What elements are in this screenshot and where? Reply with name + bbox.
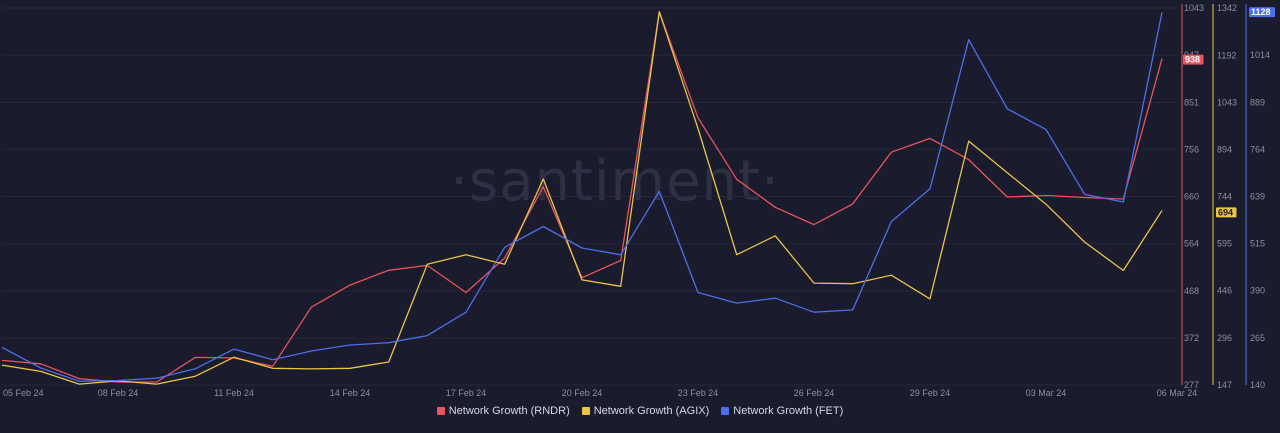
legend-swatch-agix: [581, 407, 590, 415]
x-tick-2: 11 Feb 24: [214, 388, 254, 398]
y-tick-agix-2: 446: [1217, 286, 1232, 296]
y-tick-agix-3: 595: [1217, 239, 1232, 249]
y-tick-rndr-2: 468: [1184, 286, 1199, 296]
legend-swatch-rndr: [436, 407, 445, 415]
y-tick-fet-5: 764: [1250, 145, 1265, 155]
x-tick-8: 29 Feb 24: [910, 388, 951, 398]
y-tick-agix-8: 1342: [1217, 3, 1237, 13]
y-tick-rndr-6: 851: [1184, 97, 1199, 107]
chart-plot-area: ·santiment· 2773724685646607568519471043…: [1, 3, 1275, 398]
legend-swatch-fet: [721, 407, 730, 415]
legend-item-fet[interactable]: Network Growth (FET): [721, 405, 843, 417]
y-axes: 2773724685646607568519471043938147296446…: [1181, 3, 1275, 390]
y-tick-agix-4: 744: [1217, 192, 1232, 202]
chart-legend: Network Growth (RNDR) Network Growth (AG…: [0, 405, 1280, 417]
y-tick-agix-6: 1043: [1217, 97, 1237, 107]
x-tick-4: 17 Feb 24: [446, 388, 487, 398]
y-tick-fet-4: 639: [1250, 192, 1265, 202]
y-tick-rndr-1: 372: [1184, 333, 1199, 343]
y-tick-fet-0: 140: [1250, 380, 1265, 390]
x-tick-5: 20 Feb 24: [562, 388, 603, 398]
last-value-badge-rndr: [1183, 54, 1204, 65]
last-value-badge-agix: [1216, 207, 1237, 218]
legend-item-rndr[interactable]: Network Growth (RNDR): [436, 405, 570, 417]
y-tick-fet-1: 265: [1250, 333, 1265, 343]
y-tick-agix-0: 147: [1217, 380, 1232, 390]
series-line-rndr: [1, 11, 1163, 383]
y-tick-agix-1: 296: [1217, 333, 1232, 343]
x-axis-ticks: 05 Feb 24 08 Feb 24 11 Feb 24 14 Feb 24 17 F…: [3, 388, 1197, 398]
y-tick-rndr-0: 277: [1184, 380, 1199, 390]
grid-lines: [2, 7, 1178, 386]
series-lines: [1, 11, 1163, 385]
y-tick-agix-7: 1192: [1217, 50, 1236, 60]
last-value-badge-fet: [1249, 7, 1275, 18]
x-tick-3: 14 Feb 24: [330, 388, 371, 398]
x-tick-10: 06 Mar 24: [1157, 388, 1198, 398]
series-line-fet: [1, 12, 1163, 382]
series-line-agix: [1, 11, 1163, 385]
y-tick-fet-6: 889: [1250, 97, 1265, 107]
last-value-text-fet: 1128: [1251, 7, 1271, 17]
y-tick-rndr-3: 564: [1184, 239, 1199, 249]
legend-item-agix[interactable]: Network Growth (AGIX): [581, 405, 710, 417]
legend-label-fet: Network Growth (FET): [733, 405, 844, 417]
y-tick-fet-7: 1014: [1250, 50, 1270, 60]
x-tick-0: 05 Feb 24: [3, 388, 44, 398]
y-tick-agix-5: 894: [1217, 144, 1232, 154]
legend-label-rndr: Network Growth (RNDR): [448, 405, 570, 417]
y-tick-rndr-5: 756: [1184, 144, 1199, 154]
x-tick-6: 23 Feb 24: [678, 388, 719, 398]
legend-label-agix: Network Growth (AGIX): [593, 405, 710, 417]
x-tick-7: 26 Feb 24: [794, 388, 835, 398]
x-tick-1: 08 Feb 24: [98, 388, 139, 398]
last-value-text-agix: 694: [1218, 207, 1233, 217]
y-tick-fet-3: 515: [1250, 238, 1265, 248]
y-tick-rndr-8: 1043: [1184, 3, 1204, 13]
last-value-text-rndr: 938: [1185, 55, 1200, 65]
x-tick-9: 03 Mar 24: [1026, 388, 1067, 398]
y-tick-rndr-4: 660: [1184, 192, 1199, 202]
y-tick-fet-2: 390: [1250, 286, 1265, 296]
santiment-watermark: ·santiment·: [450, 149, 780, 214]
